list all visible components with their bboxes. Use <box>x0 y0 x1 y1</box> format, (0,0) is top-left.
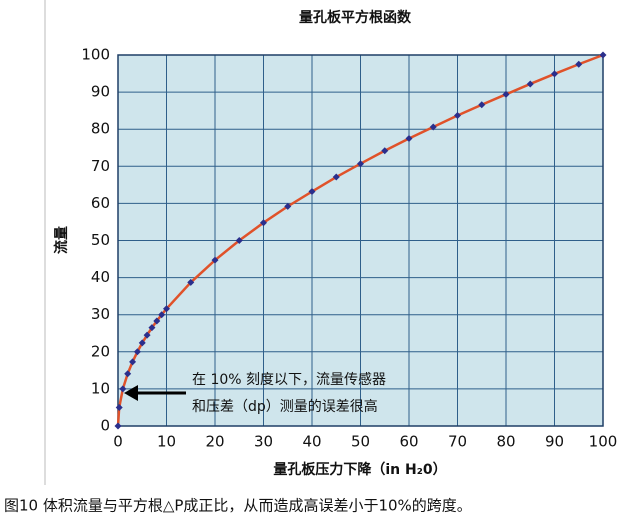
data-point <box>163 305 170 313</box>
data-point <box>119 385 127 393</box>
data-point <box>599 51 607 59</box>
data-point <box>260 219 267 227</box>
data-point <box>454 111 461 119</box>
data-point <box>124 370 132 378</box>
data-point <box>211 256 219 264</box>
y-tick-label: 80 <box>91 120 110 138</box>
data-point <box>502 90 510 98</box>
y-tick-label: 100 <box>81 46 110 64</box>
data-point <box>158 311 166 319</box>
x-tick-label: 70 <box>448 433 467 451</box>
annotation-arrow <box>124 385 186 401</box>
x-tick-label: 80 <box>496 433 515 451</box>
y-axis-label: 流量 <box>53 226 70 254</box>
x-tick-label: 90 <box>545 433 564 451</box>
data-point <box>235 237 243 244</box>
data-point <box>115 403 123 411</box>
y-tick-label: 30 <box>91 305 110 323</box>
data-point <box>153 317 161 325</box>
plot-area: 0 10 20 30 40 50 60 70 80 90 100 0 10 20 30 40 50 60 70 80 9… <box>81 46 617 451</box>
x-tick-label: 100 <box>589 433 618 451</box>
x-axis-label: 量孔板压力下降（in H₂0） <box>273 461 446 478</box>
data-point <box>133 348 141 356</box>
data-point <box>187 278 195 286</box>
data-point <box>526 80 534 88</box>
x-tick-label: 60 <box>399 433 418 451</box>
data-point <box>284 202 292 210</box>
data-point <box>114 422 122 430</box>
data-point <box>308 188 316 196</box>
annotation: 在 10% 刻度以下，流量传感器 <box>192 371 386 388</box>
y-tick-label: 10 <box>91 379 110 397</box>
data-point <box>129 358 137 366</box>
y-tick-label: 60 <box>91 194 110 212</box>
x-tick-label: 50 <box>351 433 370 451</box>
data-point <box>478 101 486 109</box>
y-tick-label: 70 <box>91 157 110 175</box>
plot-frame <box>117 54 604 427</box>
x-tick-label: 0 <box>113 433 123 451</box>
data-point <box>357 160 364 168</box>
x-tick-label: 20 <box>205 433 224 451</box>
y-tick-label: 0 <box>100 417 110 435</box>
data-point <box>143 331 151 339</box>
y-tick-label: 50 <box>91 231 110 249</box>
y-tick-label: 90 <box>91 83 110 101</box>
data-point <box>332 173 340 181</box>
y-tick-label: 20 <box>91 342 110 360</box>
data-point <box>138 339 146 347</box>
data-point <box>429 123 437 131</box>
y-tick-label: 40 <box>91 268 110 286</box>
caption: 图10 体积流量与平方根△P成正比，从而造成高误差小于10%的跨度。 <box>4 497 472 515</box>
x-tick-label: 30 <box>254 433 273 451</box>
x-tick-label: 10 <box>157 433 176 451</box>
data-point <box>148 324 156 332</box>
data-point <box>405 134 413 142</box>
annotation: 和压差（dp）测量的误差很高 <box>192 398 378 415</box>
x-tick-label: 40 <box>302 433 321 451</box>
data-point <box>575 60 583 68</box>
chart-title: 量孔板平方根函数 <box>299 9 412 26</box>
data-point <box>381 147 389 155</box>
data-point <box>551 70 558 78</box>
